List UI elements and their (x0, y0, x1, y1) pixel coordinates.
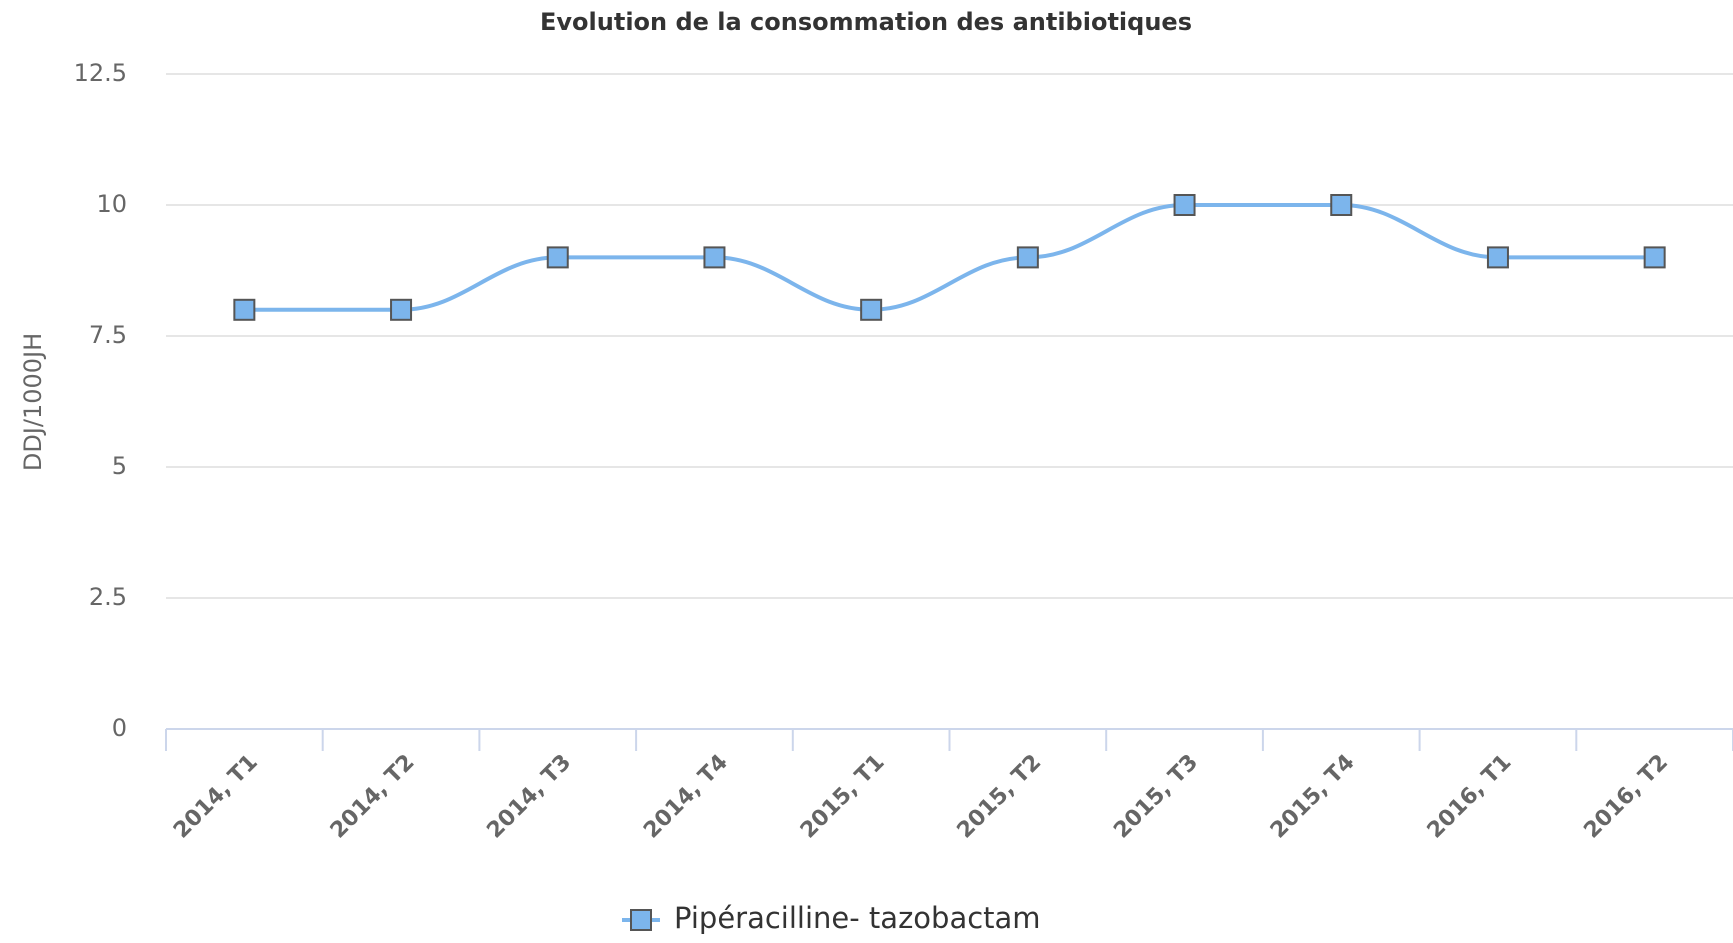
point-marker (390, 298, 413, 321)
legend-marker (630, 909, 652, 931)
x-tick-label: 2016, T2 (1579, 750, 1673, 844)
x-tick-label: 2014, T3 (482, 750, 576, 844)
point-marker (1330, 194, 1353, 216)
legend-label: Pipéracilline- tazobactam (674, 901, 1041, 935)
point-marker (1486, 246, 1509, 269)
y-tick-label: 5 (112, 452, 127, 480)
point-marker (1643, 246, 1666, 269)
x-tick-label: 2015, T1 (796, 750, 890, 844)
point-marker (1173, 194, 1196, 216)
y-axis-label: DDJ/1000JH (19, 333, 47, 471)
x-tick-label: 2016, T1 (1423, 750, 1517, 844)
chart-title: Evolution de la consommation des antibio… (540, 8, 1192, 36)
point-marker (546, 246, 569, 269)
x-tick-label: 2015, T4 (1266, 750, 1360, 844)
point-marker (233, 298, 256, 321)
series-line (244, 202, 1655, 312)
y-tick-label: 7.5 (89, 321, 127, 349)
point-marker (1016, 246, 1039, 269)
x-tick-label: 2014, T4 (639, 750, 733, 844)
x-tick-label: 2014, T1 (169, 750, 263, 844)
y-tick-label: 12.5 (74, 59, 127, 87)
x-tick-label: 2015, T2 (953, 750, 1047, 844)
x-tick-label: 2014, T2 (326, 750, 420, 844)
point-marker (703, 246, 726, 269)
point-marker (860, 298, 883, 321)
x-tick-label: 2015, T3 (1109, 750, 1203, 844)
y-tick-label: 2.5 (89, 583, 127, 611)
y-tick-label: 0 (112, 714, 127, 742)
y-tick-label: 10 (96, 190, 127, 218)
